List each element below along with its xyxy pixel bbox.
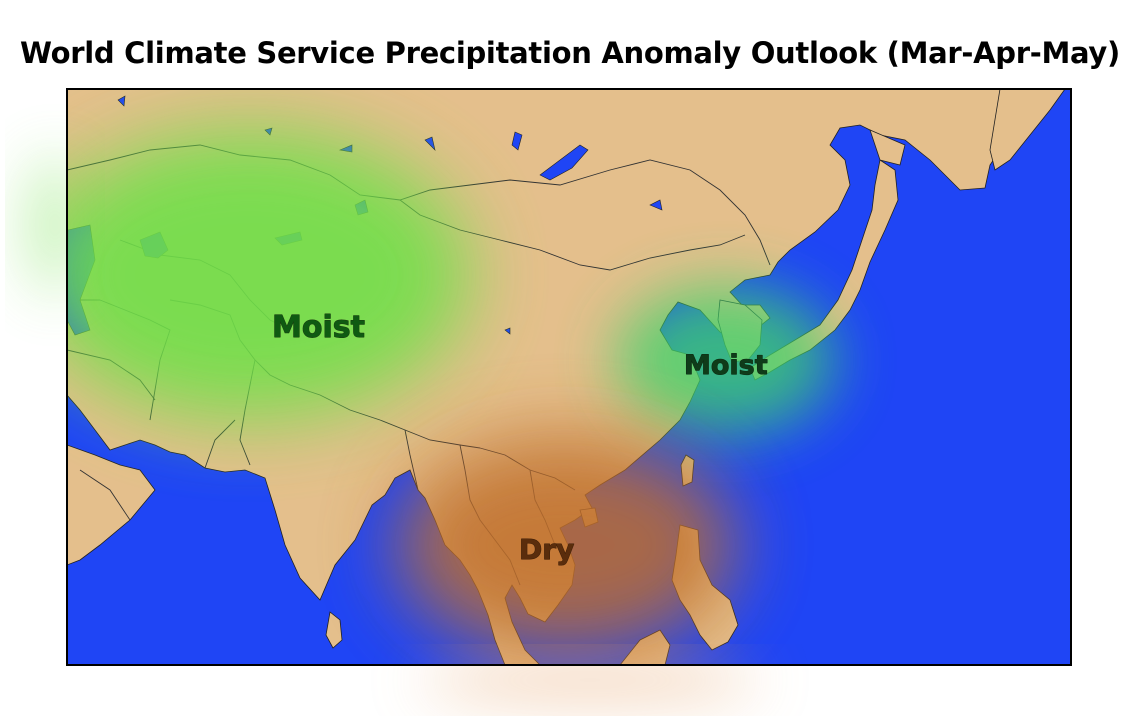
map-title: World Climate Service Precipitation Anom…: [20, 36, 1120, 70]
moist-anomaly-west: [67, 130, 470, 420]
hokkaido: [869, 129, 906, 166]
moist-anomaly-east: [615, 285, 835, 435]
dry-glow-outside: [420, 662, 760, 698]
sri-lanka: [325, 611, 343, 649]
moist-label-east: Moist: [684, 350, 768, 381]
anomaly-overlays: [67, 130, 835, 655]
map-frame: [66, 88, 1072, 666]
dry-label: Dry: [519, 533, 574, 566]
arabia-land: [67, 444, 156, 566]
moist-glow-outside: [30, 155, 80, 295]
moist-label-west: Moist: [272, 310, 365, 345]
kamchatka: [989, 89, 1066, 171]
dry-anomaly: [395, 435, 735, 655]
